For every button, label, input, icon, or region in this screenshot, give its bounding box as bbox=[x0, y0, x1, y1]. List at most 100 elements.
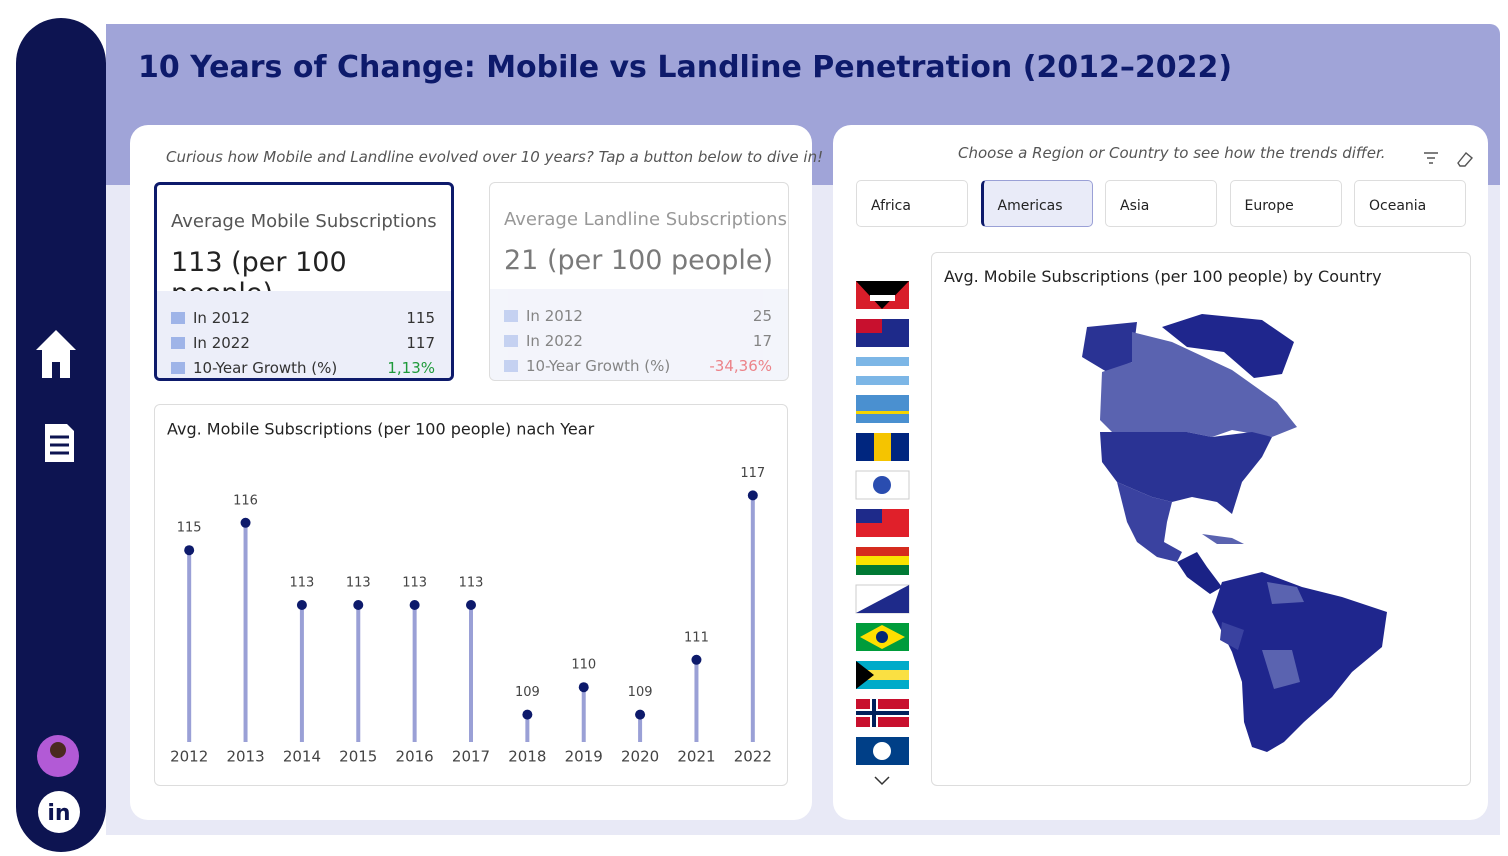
row-label: In 2012 bbox=[526, 307, 583, 325]
detail-row: 10-Year Growth (%) 1,13% bbox=[171, 359, 435, 377]
flag[interactable] bbox=[856, 395, 909, 423]
country[interactable] bbox=[1262, 650, 1300, 689]
x-tick-label: 2018 bbox=[508, 748, 546, 766]
country[interactable] bbox=[1082, 322, 1137, 372]
x-tick-label: 2015 bbox=[339, 748, 377, 766]
country[interactable] bbox=[1100, 432, 1272, 514]
row-value: 115 bbox=[406, 309, 435, 327]
row-value: 117 bbox=[406, 334, 435, 352]
sidebar-icons: in bbox=[36, 330, 80, 833]
country[interactable] bbox=[1267, 582, 1304, 604]
dot bbox=[578, 682, 589, 693]
data-label: 110 bbox=[571, 658, 596, 673]
detail-row: In 2022 117 bbox=[171, 334, 435, 352]
dot bbox=[691, 654, 702, 665]
card-title: Average Landline Subscriptions bbox=[504, 209, 787, 230]
card-value: 21 (per 100 people) bbox=[504, 245, 774, 276]
flag[interactable] bbox=[855, 470, 910, 500]
home-icon[interactable] bbox=[36, 330, 76, 378]
svg-text:in: in bbox=[47, 801, 70, 826]
data-label: 117 bbox=[740, 466, 765, 481]
row-value: -34,36% bbox=[709, 357, 772, 375]
flag[interactable] bbox=[856, 737, 909, 765]
country[interactable] bbox=[1100, 332, 1297, 437]
scroll-down[interactable] bbox=[874, 776, 890, 786]
dot bbox=[747, 490, 758, 501]
chart-title: Avg. Mobile Subscriptions (per 100 peopl… bbox=[167, 420, 595, 439]
country[interactable] bbox=[1162, 314, 1294, 378]
data-label: 109 bbox=[515, 685, 540, 700]
linkedin-icon[interactable] bbox=[38, 791, 80, 833]
flag-list bbox=[855, 281, 910, 786]
row-label: In 2012 bbox=[193, 309, 250, 327]
flag[interactable] bbox=[856, 281, 909, 309]
kpi-card[interactable]: Average Landline Subscriptions 21 (per 1… bbox=[489, 182, 789, 381]
dot bbox=[296, 600, 307, 610]
region-button[interactable]: Asia bbox=[1105, 180, 1217, 227]
data-label: 116 bbox=[233, 493, 258, 508]
dot bbox=[466, 600, 476, 610]
data-label: 111 bbox=[684, 630, 709, 645]
chart-frame bbox=[154, 404, 788, 786]
filter-icon[interactable] bbox=[1424, 152, 1438, 164]
card-details: In 2012 25 In 2022 17 10-Year Growth (%) -3… bbox=[490, 289, 788, 380]
x-tick-label: 2022 bbox=[734, 748, 772, 766]
card-title: Average Mobile Subscriptions bbox=[171, 211, 437, 232]
x-tick-label: 2012 bbox=[170, 748, 208, 766]
x-tick-label: 2017 bbox=[452, 748, 490, 766]
x-tick-label: 2014 bbox=[283, 748, 321, 766]
toolbar bbox=[1424, 152, 1473, 167]
data-label: 113 bbox=[289, 576, 314, 591]
dot bbox=[240, 517, 251, 528]
country[interactable] bbox=[1117, 482, 1182, 562]
row-value: 25 bbox=[752, 307, 772, 325]
detail-row: In 2022 17 bbox=[504, 332, 772, 350]
detail-row: In 2012 25 bbox=[504, 307, 772, 325]
country[interactable] bbox=[1220, 622, 1244, 650]
data-label: 109 bbox=[628, 685, 653, 700]
chart: Avg. Mobile Subscriptions (per 100 peopl… bbox=[167, 420, 772, 766]
prompt: Choose a Region or Country to see how th… bbox=[958, 144, 1386, 162]
country[interactable] bbox=[1177, 552, 1222, 594]
country[interactable] bbox=[1212, 572, 1387, 752]
dot bbox=[635, 709, 646, 720]
row-value: 17 bbox=[752, 332, 772, 350]
detail-row: 10-Year Growth (%) -34,36% bbox=[504, 357, 772, 375]
flag[interactable] bbox=[856, 547, 909, 575]
flag[interactable] bbox=[856, 433, 909, 461]
flag[interactable] bbox=[856, 699, 909, 727]
x-tick-label: 2019 bbox=[565, 748, 603, 766]
region-button[interactable]: Africa bbox=[856, 180, 968, 227]
detail-row: In 2012 115 bbox=[171, 309, 435, 327]
flag[interactable] bbox=[855, 584, 910, 614]
map-title: Avg. Mobile Subscriptions (per 100 peopl… bbox=[944, 267, 1382, 286]
x-tick-label: 2020 bbox=[621, 748, 659, 766]
flag[interactable] bbox=[856, 319, 909, 347]
flag[interactable] bbox=[856, 661, 909, 689]
dot bbox=[522, 709, 533, 720]
dot bbox=[353, 600, 364, 610]
kpi-card[interactable]: Average Mobile Subscriptions 113 (per 10… bbox=[154, 182, 454, 381]
prompt: Curious how Mobile and Landline evolved … bbox=[166, 148, 824, 166]
row-label: 10-Year Growth (%) bbox=[526, 357, 671, 375]
data-label: 113 bbox=[402, 576, 427, 591]
country[interactable] bbox=[1202, 534, 1244, 544]
row-label: 10-Year Growth (%) bbox=[193, 359, 338, 377]
flag[interactable] bbox=[856, 357, 909, 385]
eraser-icon[interactable] bbox=[1457, 152, 1473, 167]
map-frame bbox=[931, 252, 1471, 786]
region-button[interactable]: Europe bbox=[1229, 180, 1342, 227]
row-label: In 2022 bbox=[526, 332, 583, 350]
x-tick-label: 2016 bbox=[396, 748, 434, 766]
page-title: 10 Years of Change: Mobile vs Landline P… bbox=[138, 50, 1233, 85]
flag[interactable] bbox=[856, 623, 909, 651]
data-label: 115 bbox=[177, 521, 202, 536]
x-tick-label: 2021 bbox=[677, 748, 715, 766]
region-button[interactable]: Americas bbox=[980, 180, 1093, 227]
report-icon[interactable] bbox=[45, 424, 74, 462]
region-button[interactable]: Oceania bbox=[1354, 180, 1466, 227]
flag[interactable] bbox=[856, 509, 909, 537]
x-tick-label: 2013 bbox=[226, 748, 264, 766]
row-value: 1,13% bbox=[387, 359, 435, 377]
